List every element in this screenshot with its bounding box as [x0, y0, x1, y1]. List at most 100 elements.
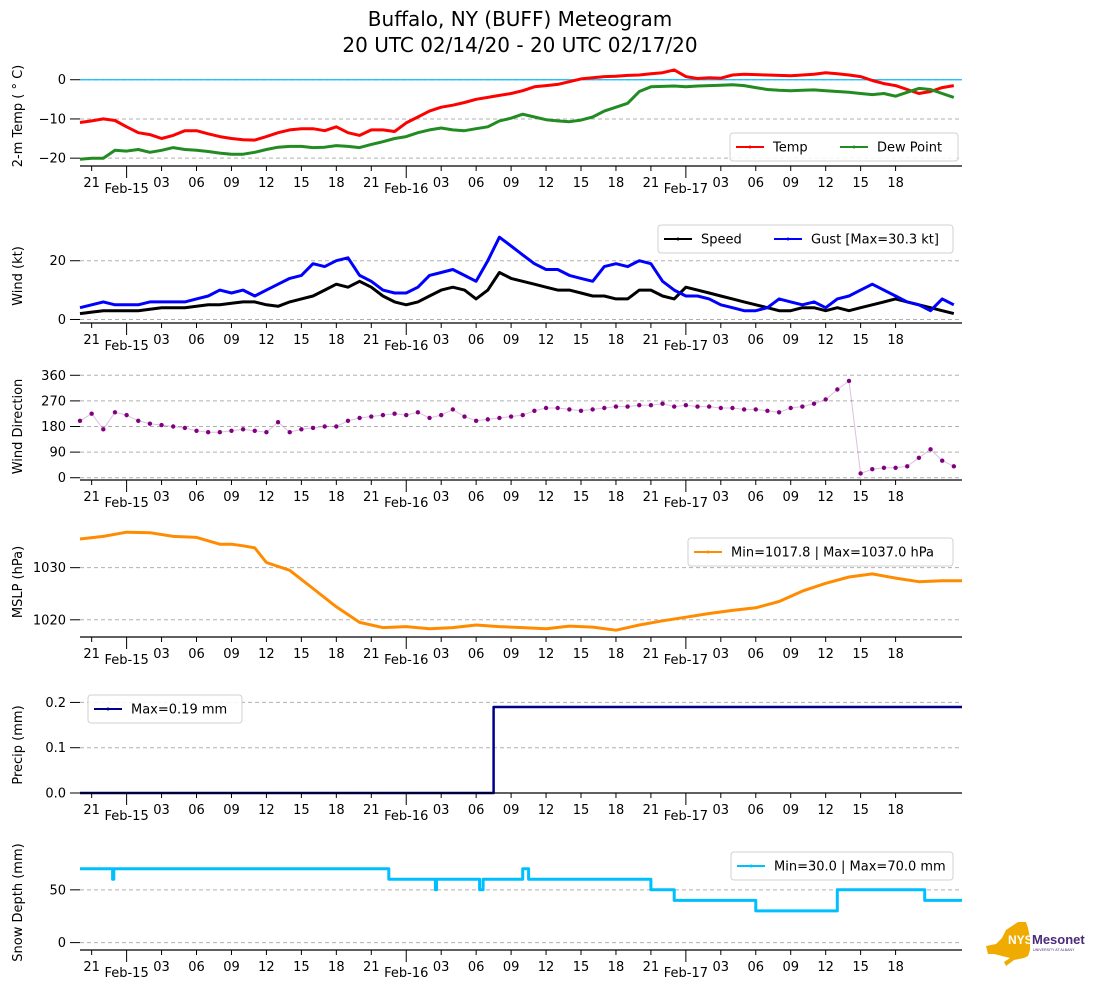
x-day-label: Feb-15: [104, 339, 148, 354]
data-point-wind_direction: [473, 418, 479, 424]
x-tick-label: 09: [503, 333, 520, 348]
x-day-label: Feb-16: [384, 339, 428, 354]
data-point-wind_direction: [450, 407, 456, 412]
x-tick-label: 21: [643, 803, 660, 818]
data-point-wind_direction: [578, 408, 584, 414]
x-tick-label: 09: [503, 803, 520, 818]
y-tick-label: 0.0: [45, 787, 66, 802]
x-tick-label: 06: [747, 960, 764, 975]
x-tick-label: 21: [643, 333, 660, 348]
y-tick-label: −10: [39, 112, 66, 127]
x-tick-label: 18: [887, 333, 904, 348]
legend-label: Temp: [772, 141, 808, 156]
x-tick-label: 15: [573, 333, 590, 348]
data-point-wind_direction: [229, 428, 234, 433]
x-tick-label: 18: [608, 490, 625, 505]
y-tick-label: 360: [41, 369, 66, 384]
x-tick-label: 09: [223, 176, 240, 191]
x-tick-label: 18: [608, 803, 625, 818]
x-tick-label: 18: [887, 176, 904, 191]
x-tick-label: 15: [852, 176, 869, 191]
data-point-wind_direction: [217, 429, 223, 435]
data-point-wind_direction: [112, 410, 118, 415]
x-tick-label: 06: [468, 333, 485, 348]
y-axis-label: Snow Depth (mm): [11, 843, 26, 961]
data-point-wind_direction: [648, 402, 654, 408]
x-tick-label: 12: [817, 803, 834, 818]
x-tick-label: 03: [713, 803, 730, 818]
x-tick-label: 21: [363, 960, 380, 975]
x-tick-label: 18: [328, 960, 345, 975]
x-tick-label: 09: [782, 647, 799, 662]
data-point-wind_direction: [858, 471, 863, 476]
data-point-wind_direction: [380, 412, 386, 418]
legend-box: [87, 694, 243, 724]
x-tick-label: 06: [468, 803, 485, 818]
panel-wind: 0 20 Wind (kt) 21 03 06 09 12 15 18 21 03 06 09 12 15 18…: [11, 224, 962, 354]
x-tick-label: 18: [328, 803, 345, 818]
data-point-wind_direction: [101, 427, 106, 432]
data-point-wind_direction: [718, 405, 724, 411]
y-tick-label: 20: [49, 254, 66, 269]
data-point-wind_direction: [613, 404, 619, 409]
data-point-wind_direction: [520, 412, 525, 418]
x-tick-label: 03: [713, 333, 730, 348]
legend-label: Max=0.19 mm: [131, 703, 227, 718]
new-york-state-shape-icon: [986, 922, 1030, 966]
nys-mesonet-logo: NYS Mesonet UNIVERSITY AT ALBANY: [984, 920, 1090, 968]
data-point-wind_direction: [182, 425, 188, 431]
data-point-wind_direction: [788, 405, 793, 411]
x-day-label: Feb-15: [104, 496, 148, 511]
x-tick-label: 09: [223, 333, 240, 348]
x-tick-label: 15: [573, 176, 590, 191]
x-tick-label: 12: [538, 176, 555, 191]
x-tick-label: 21: [643, 647, 660, 662]
x-tick-label: 21: [643, 176, 660, 191]
x-tick-label: 15: [293, 647, 310, 662]
data-point-wind_direction: [322, 424, 327, 429]
data-point-wind_direction: [870, 466, 875, 472]
x-day-label: Feb-17: [664, 496, 708, 511]
y-axis-label: Precip (mm): [11, 705, 26, 784]
data-point-wind_direction: [916, 455, 922, 461]
y-axis-label: 2-m Temp ( ° C): [11, 65, 26, 168]
data-point-wind_direction: [240, 427, 246, 432]
legend-marker: [786, 237, 790, 241]
data-point-wind_direction: [881, 465, 887, 470]
x-tick-label: 18: [608, 647, 625, 662]
legend-temp: Temp Dew Point: [729, 132, 959, 162]
data-point-wind_direction: [928, 447, 933, 452]
data-point-wind_direction: [508, 414, 514, 419]
series-line-wind_direction: [79, 380, 955, 475]
data-point-wind_direction: [800, 404, 805, 409]
data-point-wind_direction: [77, 418, 83, 424]
legend-marker: [749, 864, 753, 868]
x-tick-label: 21: [643, 960, 660, 975]
legend-marker: [748, 145, 752, 149]
data-point-wind_direction: [438, 412, 444, 418]
x-tick-label: 21: [83, 803, 100, 818]
y-tick-label: 270: [41, 394, 66, 409]
x-tick-label: 15: [293, 803, 310, 818]
x-tick-label: 06: [747, 333, 764, 348]
y-tick-label: 90: [49, 446, 66, 461]
data-point-wind_direction: [555, 405, 560, 411]
data-point-wind_direction: [334, 424, 339, 429]
x-tick-label: 18: [328, 176, 345, 191]
data-point-wind_direction: [485, 417, 490, 422]
x-tick-label: 12: [817, 490, 834, 505]
data-point-wind_direction: [171, 424, 176, 429]
x-tick-label: 12: [258, 647, 275, 662]
chart-title-line2: 20 UTC 02/14/20 - 20 UTC 02/17/20: [342, 33, 698, 57]
y-tick-label: 1020: [33, 613, 66, 628]
data-point-wind_direction: [345, 418, 351, 424]
y-tick-label: 0.1: [45, 741, 66, 756]
x-tick-label: 06: [188, 647, 205, 662]
x-tick-label: 12: [258, 176, 275, 191]
data-point-wind_direction: [299, 427, 304, 432]
x-day-label: Feb-16: [384, 966, 428, 981]
y-axis-label: Wind (kt): [11, 246, 26, 306]
data-point-wind_direction: [835, 387, 840, 392]
x-tick-label: 09: [223, 647, 240, 662]
